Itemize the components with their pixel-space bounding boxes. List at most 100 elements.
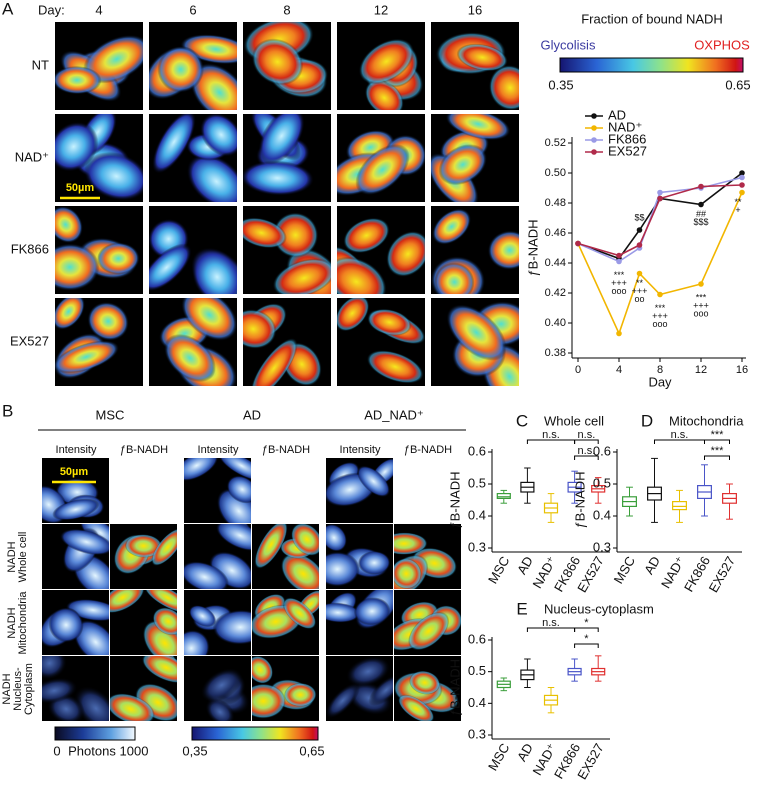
micrograph-cell (55, 243, 100, 291)
annotation: *** (614, 270, 625, 280)
micrograph-cell (218, 458, 251, 482)
micrograph-cell (394, 532, 428, 555)
x-tick-label: 4 (616, 364, 622, 376)
annotation: *** (655, 303, 666, 313)
micrograph (149, 22, 237, 110)
significance: *** (711, 429, 725, 441)
annotation: ** (734, 197, 742, 207)
micrograph-cell (97, 242, 140, 275)
micrograph-cell (258, 114, 305, 165)
micrograph-cell (184, 629, 210, 655)
micrograph-cell (243, 309, 277, 349)
legend-label: NAD⁺ (608, 119, 642, 134)
micrograph-cell (48, 607, 84, 643)
bracket (704, 455, 730, 460)
micrograph-cell (55, 65, 102, 95)
micrograph (337, 114, 425, 202)
micrograph-cell (191, 249, 237, 294)
point (636, 227, 643, 233)
micrograph-cell (157, 46, 204, 93)
point (739, 174, 745, 181)
y-axis-title: ƒB-NADH (447, 659, 462, 716)
significance: n.s. (542, 429, 560, 441)
micrograph-cell (149, 243, 192, 292)
micrograph (184, 590, 251, 655)
micrograph (252, 656, 319, 721)
significance: * (584, 633, 589, 645)
legend-marker (591, 137, 597, 143)
significance: n.s. (542, 617, 560, 629)
micrograph-cell (59, 528, 109, 556)
micrograph (55, 22, 143, 110)
panel-label: A (2, 0, 14, 18)
micrograph (431, 206, 519, 294)
micrograph-cell (251, 38, 304, 86)
micrograph-cell (434, 262, 475, 294)
legend-marker (591, 125, 597, 131)
point (636, 270, 643, 277)
micrograph (252, 524, 319, 589)
legend-label: AD (608, 107, 626, 122)
column-title: Intensity (198, 444, 239, 456)
column-title: ƒB-NADH (120, 444, 168, 456)
micrograph (110, 590, 177, 655)
micrograph (149, 298, 237, 386)
column-title: ƒB-NADH (262, 444, 310, 456)
chart-title: Whole cell (544, 413, 604, 428)
bracket (574, 439, 599, 444)
bracket (574, 643, 599, 648)
micrograph-cell (141, 656, 177, 684)
micrograph-cell (190, 62, 237, 110)
micrograph-cell (487, 230, 519, 270)
box (496, 493, 511, 500)
y-tick-label: 0.5 (593, 475, 611, 490)
micrograph (243, 298, 331, 386)
point (657, 291, 663, 298)
micrograph-cell (205, 698, 235, 721)
micrograph-cell (280, 552, 319, 589)
micrograph-cell (186, 153, 237, 202)
annotation: +++ (611, 278, 627, 288)
micrograph (243, 114, 331, 202)
chart-title: Nucleus-cytoplasm (544, 601, 654, 616)
micrograph-cell (250, 337, 298, 386)
x-tick-label: AD (514, 741, 536, 764)
day: 16 (468, 2, 482, 17)
significance: n.s. (578, 429, 596, 441)
micrograph-cell (432, 208, 472, 245)
micrograph-cell (284, 682, 317, 707)
row-label: EX527 (10, 333, 49, 348)
y-tick-label: 0.6 (468, 443, 486, 458)
y-tick-label: 0.4 (593, 507, 611, 522)
micrograph (431, 298, 519, 386)
y-axis-title: ƒB-NADH (572, 471, 587, 528)
micrograph-cell (184, 561, 229, 589)
intensity-min: 0 (53, 743, 60, 758)
y-tick-label: 0.42 (545, 287, 566, 299)
micrograph-cell (73, 619, 109, 655)
bracket (704, 439, 730, 444)
bracket (574, 627, 599, 632)
micrograph (42, 590, 109, 655)
x-tick-label: 16 (736, 364, 748, 376)
significance: *** (711, 445, 725, 457)
y-tick-label: 0.4 (468, 507, 486, 522)
micrograph-cell (386, 230, 425, 277)
group-title: MSC (96, 407, 125, 422)
x-tick-label: AD (641, 554, 663, 577)
micrograph (184, 458, 251, 523)
micrograph (184, 524, 251, 589)
intensity-colorbar (54, 726, 136, 741)
micrograph-cell (272, 212, 319, 258)
point (636, 242, 643, 248)
x-tick-label: MSC (611, 554, 638, 587)
micrograph-cell (252, 683, 286, 719)
micrograph (252, 590, 319, 655)
legend-label: EX527 (608, 143, 647, 158)
y-tick-label: 0.38 (545, 347, 566, 359)
micrograph-cell (326, 551, 360, 587)
micrograph (431, 114, 519, 202)
micrograph (55, 206, 143, 294)
annotation: ooo (652, 319, 667, 329)
micrograph-cell (408, 611, 450, 651)
